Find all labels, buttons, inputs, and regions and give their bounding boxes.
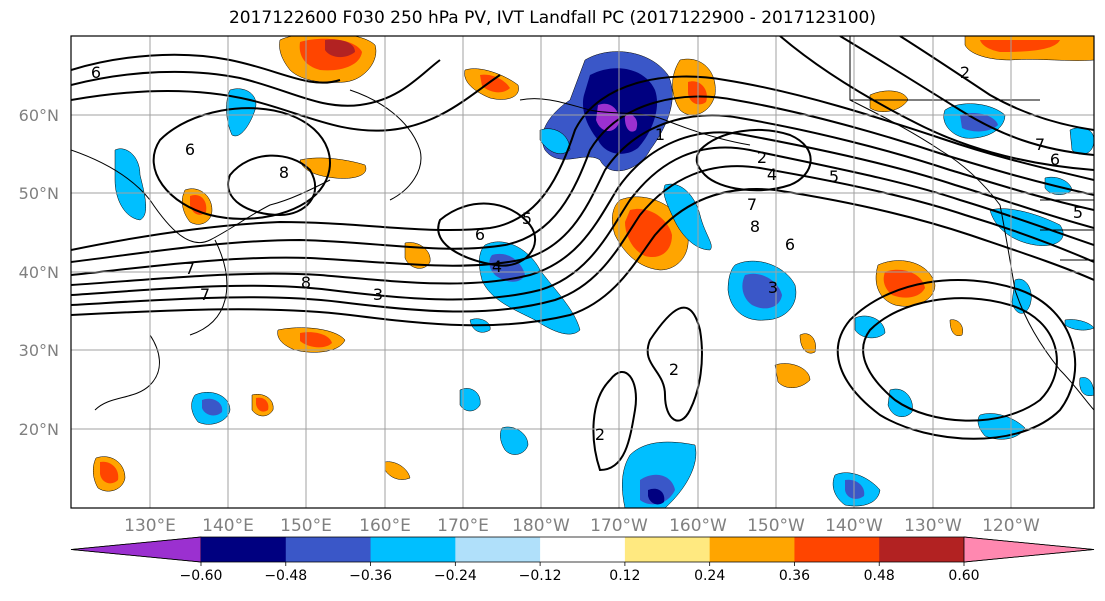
contour-label: 2 xyxy=(669,360,679,379)
colorbar-tick-label: 0.24 xyxy=(694,568,725,584)
colorbar-tick-label: 0.48 xyxy=(864,568,895,584)
lon-label: 150°W xyxy=(747,516,805,536)
colorbar-segment xyxy=(201,537,287,562)
colorbar-tick-label: 0.60 xyxy=(948,568,979,584)
contour-label: 7 xyxy=(747,195,757,214)
colorbar-tick-label: −0.12 xyxy=(519,568,562,584)
lon-label: 170°E xyxy=(437,516,489,536)
colorbar-segment xyxy=(540,537,626,562)
contour-label: 5 xyxy=(522,209,532,228)
contour-label: 2 xyxy=(960,63,970,82)
colorbar: −0.60 −0.48 −0.36 −0.24 −0.12 0.12 0.24 0.36 0.4… xyxy=(70,536,1095,584)
lon-label: 130°E xyxy=(124,516,176,536)
lon-label: 160°W xyxy=(669,516,727,536)
colorbar-tick-label: −0.36 xyxy=(349,568,392,584)
ivt-contours xyxy=(71,36,1094,472)
contour-label: 6 xyxy=(91,63,101,82)
contour-label: 2 xyxy=(595,425,605,444)
colorbar-segment xyxy=(455,537,541,562)
contour-label: 6 xyxy=(475,225,485,244)
lon-label: 160°E xyxy=(359,516,411,536)
lon-label: 180°W xyxy=(512,516,570,536)
lon-label: 140°W xyxy=(825,516,883,536)
contour-label: 3 xyxy=(373,285,383,304)
contour-label: 7 xyxy=(200,285,210,304)
contour-label: 6 xyxy=(185,140,195,159)
longitude-labels: 130°E 140°E 150°E 160°E 170°E 180°W 170°… xyxy=(124,516,1040,536)
lat-label-60n: 60°N xyxy=(19,106,59,125)
contour-label: 2 xyxy=(757,148,767,167)
contour-label: 4 xyxy=(767,165,777,184)
colorbar-tick-label: −0.24 xyxy=(434,568,477,584)
contour-labels: 6 6 8 8 7 7 6 5 4 3 2 2 7 8 6 5 4 3 2 1 … xyxy=(91,63,1083,444)
contour-label: 4 xyxy=(492,257,502,276)
lon-label: 140°E xyxy=(202,516,254,536)
map-title: 2017122600 F030 250 hPa PV, IVT Landfall… xyxy=(228,8,876,28)
contour-label: 3 xyxy=(768,278,778,297)
lon-label: 150°E xyxy=(280,516,332,536)
contour-label: 6 xyxy=(785,235,795,254)
colorbar-segment xyxy=(285,537,372,562)
contour-label: 7 xyxy=(185,259,195,278)
lat-label-40n: 40°N xyxy=(19,263,59,282)
colorbar-tick-label: −0.60 xyxy=(180,568,223,584)
map-border xyxy=(70,35,1095,509)
colorbar-tick-label: 0.36 xyxy=(779,568,810,584)
lon-label: 170°W xyxy=(590,516,648,536)
lat-label-30n: 30°N xyxy=(19,341,59,360)
colorbar-segment xyxy=(963,536,1095,563)
latitude-labels: 60°N 50°N 40°N 30°N 20°N xyxy=(19,106,59,439)
lat-label-50n: 50°N xyxy=(19,184,59,203)
colorbar-tick-label: −0.48 xyxy=(264,568,307,584)
contour-label: 1 xyxy=(655,125,665,144)
lon-label: 130°W xyxy=(904,516,962,536)
colorbar-segment xyxy=(370,537,456,562)
contour-label: 5 xyxy=(829,167,839,186)
lat-label-20n: 20°N xyxy=(19,420,59,439)
contour-label: 7 xyxy=(1035,135,1045,154)
colorbar-tick-label: 0.12 xyxy=(609,568,640,584)
colorbar-segment xyxy=(879,537,965,562)
graticule xyxy=(71,36,1094,508)
lon-label: 120°W xyxy=(982,516,1040,536)
contour-label: 8 xyxy=(301,273,311,292)
colorbar-segment xyxy=(709,537,795,562)
colorbar-segment xyxy=(70,536,202,563)
contour-label: 6 xyxy=(1050,150,1060,169)
contour-label: 5 xyxy=(1073,203,1083,222)
contour-label: 8 xyxy=(279,163,289,182)
contour-label: 8 xyxy=(750,217,760,236)
colorbar-segment xyxy=(624,537,711,562)
colorbar-segment xyxy=(794,537,880,562)
